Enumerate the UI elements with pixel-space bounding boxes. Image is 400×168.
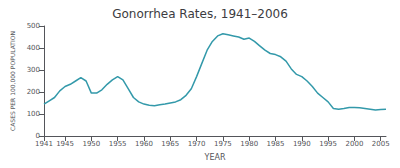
svg-text:1965: 1965 (161, 140, 179, 148)
svg-text:1995: 1995 (319, 140, 337, 148)
svg-text:1955: 1955 (109, 140, 127, 148)
svg-text:YEAR: YEAR (204, 153, 226, 162)
svg-text:Gonorrhea Rates, 1941–2006: Gonorrhea Rates, 1941–2006 (112, 7, 288, 21)
svg-text:100: 100 (27, 110, 40, 118)
svg-text:1975: 1975 (214, 140, 232, 148)
svg-text:CASES PER 100,000 POPULATION: CASES PER 100,000 POPULATION (9, 31, 16, 131)
svg-text:400: 400 (27, 44, 40, 52)
svg-text:1945: 1945 (56, 140, 74, 148)
svg-text:1990: 1990 (293, 140, 311, 148)
svg-text:1960: 1960 (135, 140, 153, 148)
svg-text:2000: 2000 (346, 140, 364, 148)
svg-text:200: 200 (27, 88, 40, 96)
svg-text:1980: 1980 (240, 140, 258, 148)
svg-text:1950: 1950 (82, 140, 100, 148)
svg-text:1985: 1985 (267, 140, 285, 148)
svg-text:500: 500 (27, 22, 40, 30)
svg-text:1941: 1941 (35, 140, 53, 148)
svg-text:300: 300 (27, 66, 40, 74)
svg-text:0: 0 (35, 132, 40, 140)
svg-text:1970: 1970 (188, 140, 206, 148)
svg-text:2005: 2005 (372, 140, 390, 148)
